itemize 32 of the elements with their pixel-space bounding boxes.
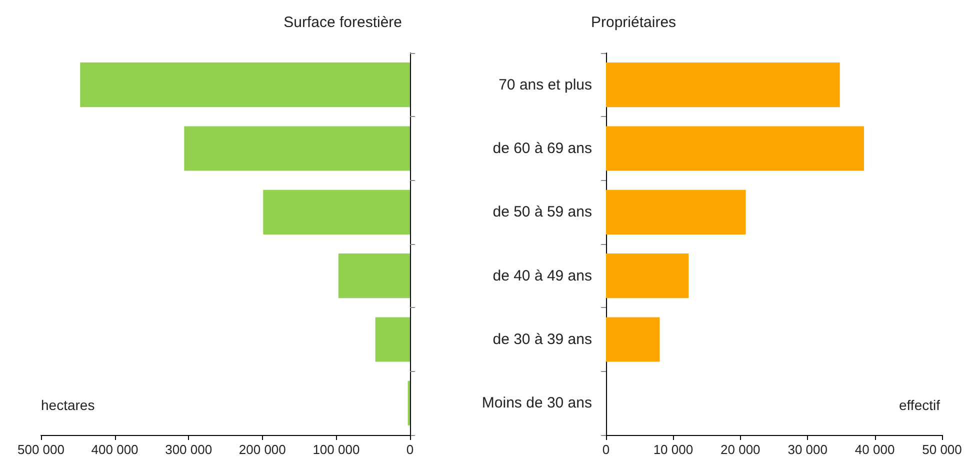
x-tick-label: 400 000 bbox=[91, 442, 138, 457]
x-tick-label: 10 000 bbox=[653, 442, 694, 457]
x-tick-label: 50 000 bbox=[922, 442, 962, 457]
bar bbox=[80, 62, 410, 108]
bar bbox=[606, 126, 864, 171]
bar bbox=[263, 190, 410, 234]
x-tick-label: 500 000 bbox=[18, 442, 64, 457]
bar bbox=[184, 126, 410, 171]
x-tick-label: 30 000 bbox=[788, 442, 828, 457]
x-tick-label: 100 000 bbox=[312, 442, 360, 457]
bar bbox=[606, 190, 746, 234]
annotation: effectif bbox=[899, 397, 940, 413]
y-tick-label: Moins de 30 ans bbox=[482, 394, 592, 412]
bar bbox=[606, 62, 840, 108]
x-tick-label: 0 bbox=[602, 442, 610, 457]
y-tick-label: de 50 à 59 ans bbox=[492, 204, 592, 221]
annotation: hectares bbox=[41, 397, 95, 413]
bar bbox=[606, 317, 660, 362]
x-tick-label: 40 000 bbox=[854, 442, 895, 457]
x-tick-label: 20 000 bbox=[720, 442, 760, 457]
x-tick-label: 0 bbox=[406, 442, 414, 457]
bar bbox=[606, 254, 689, 298]
x-tick-label: 200 000 bbox=[238, 442, 286, 457]
chart-title: Surface forestière bbox=[284, 14, 402, 31]
chart-title: Propriétaires bbox=[591, 14, 676, 31]
x-tick-label: 300 000 bbox=[165, 442, 212, 457]
y-tick-label: de 40 à 49 ans bbox=[492, 267, 592, 284]
y-tick-label: de 60 à 69 ans bbox=[492, 140, 592, 157]
y-tick-label: de 30 à 39 ans bbox=[492, 331, 592, 348]
bar bbox=[375, 317, 410, 362]
y-tick-label: 70 ans et plus bbox=[498, 76, 592, 94]
bar bbox=[338, 254, 410, 298]
